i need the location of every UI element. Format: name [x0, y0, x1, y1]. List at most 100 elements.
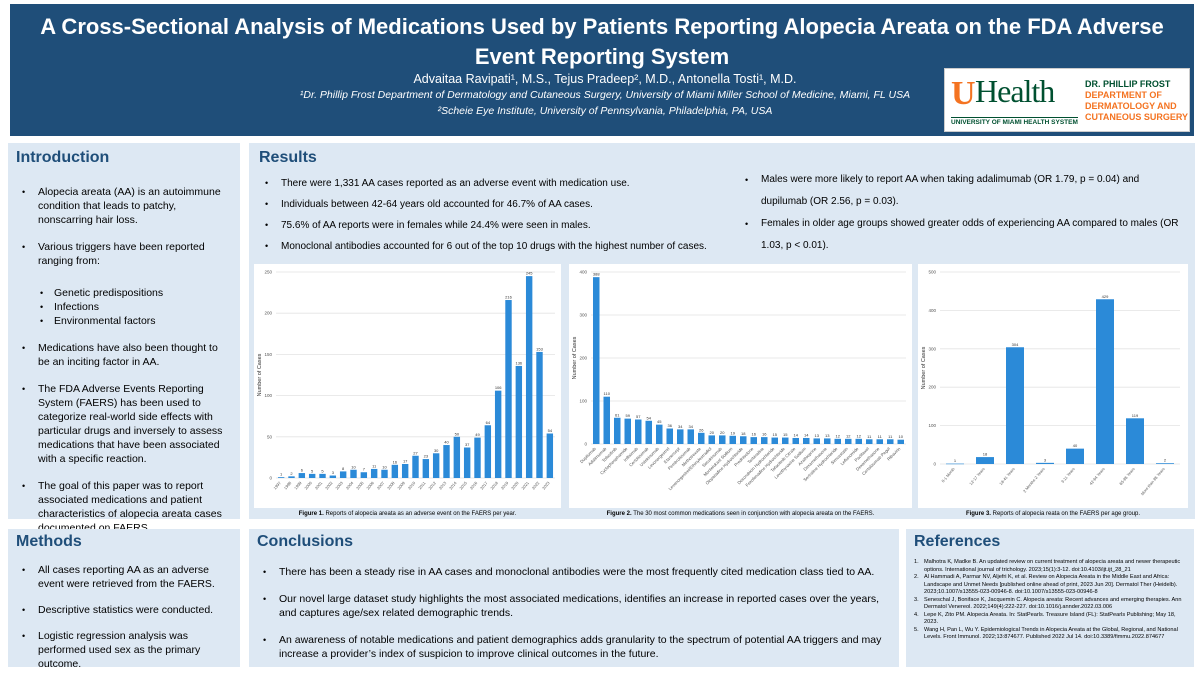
bar [823, 438, 831, 444]
bar [813, 438, 821, 444]
x-tick-label: 2001 [314, 480, 324, 491]
bar [792, 437, 800, 444]
dept-line: CUTANEOUS SURGERY [1085, 112, 1189, 122]
reference-text: Malhotra K, Madke B. An updated review o… [924, 559, 1181, 573]
authors: Advaitaa Ravipati¹, M.S., Tejus Pradeep²… [413, 72, 797, 86]
data-label: 10 [351, 464, 356, 469]
bar [739, 436, 747, 444]
bar [624, 418, 632, 444]
data-label: 17 [403, 458, 408, 463]
data-label: 429 [1102, 294, 1109, 299]
x-tick-label: 2015 [458, 480, 468, 491]
figure-2: 0 100 200 300 400 Number of Cases 388 Dupilumab… [569, 264, 912, 508]
data-label: 11 [878, 434, 883, 439]
bar [546, 433, 554, 478]
data-label: 26 [699, 427, 704, 432]
bar [319, 473, 326, 478]
data-label: 12 [857, 433, 862, 438]
data-label: 12 [846, 433, 851, 438]
bar [946, 463, 964, 465]
data-label: 54 [548, 428, 553, 433]
bar [277, 477, 285, 478]
method-bullet: Descriptive statistics were conducted. [16, 603, 232, 617]
x-tick-label: 2005 [355, 480, 365, 491]
references-heading: References [914, 533, 1001, 550]
data-label: 3 [1044, 457, 1047, 462]
bar [855, 438, 863, 444]
bar [536, 351, 543, 478]
data-label: 10 [382, 464, 387, 469]
bar [1126, 418, 1144, 464]
bar [525, 276, 533, 478]
x-tick-label: 2010 [407, 480, 417, 491]
data-label: 5 [311, 468, 314, 473]
data-label: 23 [424, 454, 429, 459]
intro-sub-bullet: Infections [38, 300, 232, 314]
data-label: 136 [515, 360, 522, 365]
bar [876, 439, 884, 444]
y-tick-label: 400 [579, 270, 587, 275]
data-label: 216 [505, 295, 512, 300]
data-label: 18 [983, 452, 988, 457]
x-tick-label: 42-64 Years [1088, 466, 1106, 486]
data-label: 106 [495, 385, 502, 390]
y-tick-label: 100 [928, 423, 936, 428]
bar [329, 475, 337, 478]
dept-logo-text: DR. PHILLIP FROST DEPARTMENT OF DERMATOL… [1085, 79, 1188, 123]
logo-subtitle: UNIVERSITY OF MIAMI HEALTH SYSTEM [951, 117, 1078, 126]
data-label: 13 [815, 433, 820, 438]
reference-text: Wang H, Pan L, Wu Y. Epidemiological Tre… [924, 626, 1178, 641]
data-label: 6 [301, 468, 304, 473]
y-tick-label: 0 [933, 462, 936, 467]
bar [976, 457, 994, 464]
bar [750, 437, 758, 444]
data-label: 49 [475, 432, 480, 437]
x-tick-label: 2011 [417, 480, 427, 490]
bar [645, 420, 653, 444]
y-tick-label: 100 [579, 399, 587, 404]
y-tick-label: 400 [928, 308, 936, 313]
methods-panel: Methods All cases reporting AA as an adv… [8, 529, 240, 670]
bar [370, 468, 378, 478]
result-bullet: 75.6% of AA reports were in females whil… [259, 215, 739, 236]
x-tick-label: More than 85 Years [1140, 466, 1166, 496]
reference-number: 1. [914, 559, 919, 565]
bar [350, 469, 357, 478]
data-label: 11 [888, 434, 893, 439]
data-label: 119 [1132, 413, 1139, 418]
x-tick-label: 2002 [324, 480, 334, 491]
bar [474, 437, 481, 478]
bar [453, 436, 461, 478]
data-label: 57 [636, 414, 641, 419]
bar [844, 438, 852, 444]
bar [422, 459, 430, 478]
data-label: 3 [332, 470, 335, 475]
data-label: 16 [752, 432, 757, 437]
figure-1-caption: Figure 1. Reports of alopecia areata as … [254, 511, 561, 517]
bar [298, 473, 306, 478]
bar [865, 439, 873, 444]
reference-number: 2. [914, 574, 919, 580]
data-label: 30 [434, 448, 439, 453]
logo-u-mark: U [951, 75, 976, 112]
x-tick-label: 2020 [510, 480, 520, 491]
data-label: 45 [657, 419, 662, 424]
x-tick-label: 2000 [303, 480, 313, 491]
data-label: 14 [804, 432, 809, 437]
bar [494, 390, 502, 478]
x-tick-label: 2018 [489, 480, 499, 491]
intro-bullet: The goal of this paper was to report ass… [16, 479, 232, 535]
bar [802, 437, 810, 444]
bar [339, 471, 347, 478]
caption-text: Reports of alopecia reata on the FAERS p… [990, 511, 1141, 517]
x-tick-label: 3-11 Years [1060, 466, 1076, 484]
result-bullet: Monoclonal antibodies accounted for 6 ou… [259, 236, 739, 257]
y-tick-label: 100 [264, 393, 272, 398]
figure-2-caption: Figure 2. The 30 most common medications… [569, 511, 912, 517]
data-label: 11 [867, 434, 872, 439]
method-bullet: Logistic regression analysis was perform… [16, 629, 232, 671]
x-tick-label: 2004 [345, 480, 355, 491]
method-bullet: All cases reporting AA as an adverse eve… [16, 563, 232, 591]
poster-title: A Cross-Sectional Analysis of Medication… [40, 14, 1164, 69]
